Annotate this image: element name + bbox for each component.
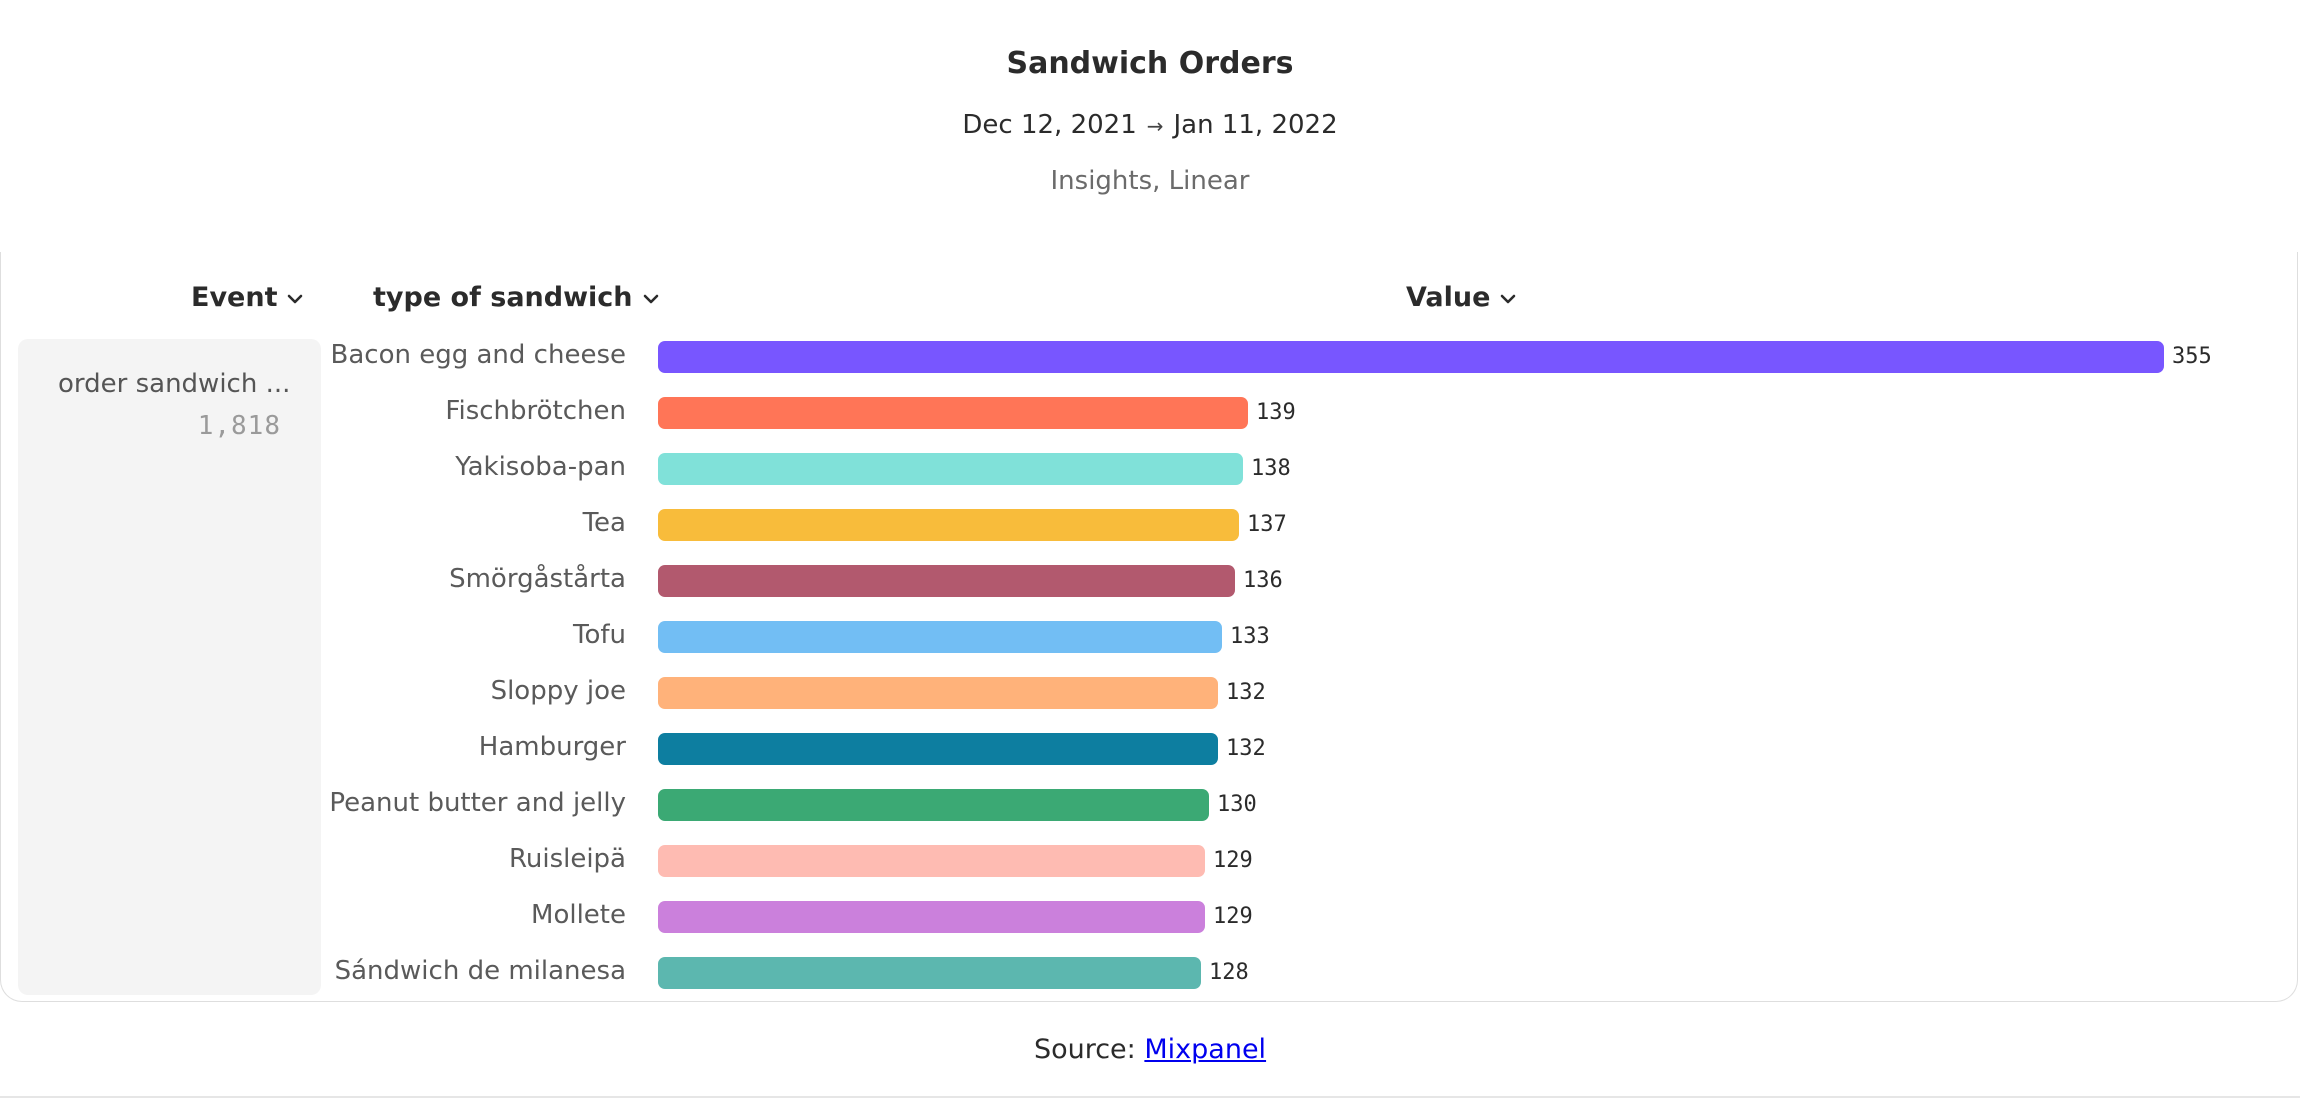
bar-value-label: 132 — [1226, 736, 1266, 761]
bar-value-label: 132 — [1226, 680, 1266, 705]
bar[interactable] — [658, 509, 1239, 541]
event-count: 1,818 — [197, 411, 281, 441]
arrow-right-icon: → — [1146, 114, 1164, 138]
category-label[interactable]: Peanut butter and jelly — [329, 788, 626, 818]
bar[interactable] — [658, 453, 1243, 485]
bar-value-label: 133 — [1230, 624, 1270, 649]
bar[interactable] — [658, 733, 1218, 765]
chevron-down-icon — [1501, 294, 1516, 303]
results-panel — [0, 252, 2298, 1002]
bar[interactable] — [658, 845, 1205, 877]
category-label[interactable]: Sándwich de milanesa — [334, 956, 626, 986]
date-start: Dec 12, 2021 — [962, 110, 1137, 140]
category-label[interactable]: Yakisoba-pan — [455, 452, 626, 482]
event-cell[interactable]: order sandwich ... 1,818 — [18, 339, 321, 995]
bar-value-label: 139 — [1256, 400, 1296, 425]
source-label: Source: — [1033, 1034, 1136, 1065]
bar[interactable] — [658, 957, 1201, 989]
column-header-breakdown[interactable]: type of sandwich — [373, 282, 659, 313]
bar-value-label: 355 — [2172, 344, 2212, 369]
category-label[interactable]: Tea — [582, 508, 626, 538]
category-label[interactable]: Mollete — [531, 900, 626, 930]
bar[interactable] — [658, 789, 1209, 821]
category-label[interactable]: Hamburger — [478, 732, 626, 762]
bar-value-label: 130 — [1217, 792, 1257, 817]
date-end: Jan 11, 2022 — [1173, 110, 1338, 140]
column-header-breakdown-label: type of sandwich — [373, 282, 633, 313]
bar[interactable] — [658, 341, 2164, 373]
bar-value-label: 137 — [1247, 512, 1287, 537]
column-header-event-label: Event — [191, 282, 278, 313]
chevron-down-icon — [643, 294, 658, 303]
bar[interactable] — [658, 677, 1218, 709]
event-name: order sandwich ... — [58, 369, 291, 399]
bar-value-label: 129 — [1213, 904, 1253, 929]
category-label[interactable]: Ruisleipä — [508, 844, 626, 874]
column-header-event[interactable]: Event — [191, 282, 303, 313]
chevron-down-icon — [288, 294, 303, 303]
date-range[interactable]: Dec 12, 2021 → Jan 11, 2022 — [0, 110, 2300, 140]
bar[interactable] — [658, 901, 1205, 933]
category-label[interactable]: Bacon egg and cheese — [330, 340, 626, 370]
category-label[interactable]: Sloppy joe — [490, 676, 626, 706]
category-label[interactable]: Smörgåstårta — [449, 564, 626, 594]
bar-value-label: 136 — [1243, 568, 1283, 593]
bar[interactable] — [658, 621, 1222, 653]
report-subtitle: Insights, Linear — [1050, 166, 1250, 196]
bar[interactable] — [658, 565, 1235, 597]
source-link[interactable]: Mixpanel — [1144, 1034, 1267, 1065]
column-header-value-label: Value — [1406, 282, 1491, 313]
category-label[interactable]: Fischbrötchen — [445, 396, 626, 426]
category-label[interactable]: Tofu — [572, 620, 626, 650]
bar-value-label: 128 — [1209, 960, 1249, 985]
column-header-value[interactable]: Value — [1406, 282, 1516, 313]
bar-value-label: 129 — [1213, 848, 1253, 873]
divider — [0, 1096, 2300, 1098]
bar-value-label: 138 — [1251, 456, 1291, 481]
source-footer: Source: Mixpanel — [0, 1034, 2300, 1065]
bar[interactable] — [658, 397, 1248, 429]
chart-title: Sandwich Orders — [1006, 46, 1294, 81]
